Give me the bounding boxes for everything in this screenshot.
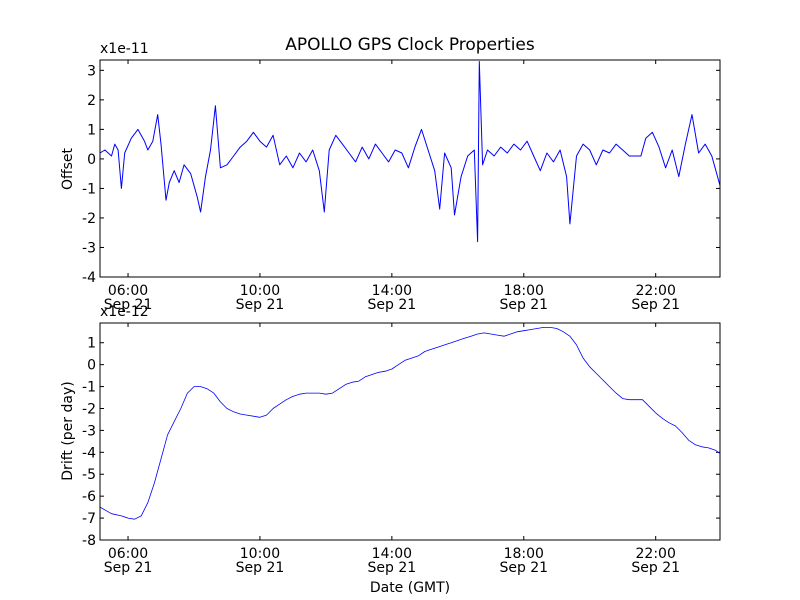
drift-xtick-date-label: Sep 21 bbox=[104, 560, 153, 576]
drift-ytick-label: -8 bbox=[82, 533, 96, 549]
drift-ytick-label: -5 bbox=[82, 467, 96, 483]
offset-xtick-time-label: 14:00 bbox=[372, 283, 412, 299]
drift-xtick-time-label: 14:00 bbox=[372, 546, 412, 562]
drift-ytick-label: 1 bbox=[87, 336, 96, 352]
offset-xtick-date-label: Sep 21 bbox=[368, 297, 417, 313]
drift-xtick-date-label: Sep 21 bbox=[499, 560, 548, 576]
offset-xtick-time-label: 10:00 bbox=[240, 283, 280, 299]
offset-xtick-date-label: Sep 21 bbox=[104, 297, 153, 313]
drift-xtick-date-label: Sep 21 bbox=[236, 560, 285, 576]
drift-ytick-label: -7 bbox=[82, 511, 96, 527]
offset-xtick-date-label: Sep 21 bbox=[499, 297, 548, 313]
drift-xtick-time-label: 10:00 bbox=[240, 546, 280, 562]
drift-plot-frame bbox=[99, 322, 721, 541]
drift-panel: x1e-12 Drift (per day) Date (GMT) -8 -7 -6… bbox=[60, 304, 721, 596]
drift-ytick-label: -1 bbox=[82, 380, 96, 396]
offset-ytick-label: -1 bbox=[82, 181, 96, 197]
drift-xtick-time-label: 18:00 bbox=[504, 546, 544, 562]
offset-xtick-time-label: 06:00 bbox=[108, 283, 148, 299]
offset-multiplier-label: x1e-11 bbox=[100, 41, 149, 57]
offset-xtick-date-label: Sep 21 bbox=[631, 297, 680, 313]
chart-title: APOLLO GPS Clock Properties bbox=[285, 35, 535, 55]
offset-plot-frame bbox=[99, 59, 721, 278]
offset-ytick-label: 2 bbox=[87, 93, 96, 109]
offset-xtick-time-label: 18:00 bbox=[504, 283, 544, 299]
offset-xtick-date-label: Sep 21 bbox=[236, 297, 285, 313]
drift-ytick-label: -2 bbox=[82, 401, 96, 417]
drift-multiplier-label: x1e-12 bbox=[100, 304, 149, 320]
drift-ytick-label: -3 bbox=[82, 423, 96, 439]
drift-y-axis-label: Drift (per day) bbox=[60, 381, 76, 480]
drift-x-axis-label: Date (GMT) bbox=[370, 580, 450, 596]
drift-xtick-time-label: 22:00 bbox=[636, 546, 676, 562]
offset-series bbox=[99, 61, 721, 243]
drift-ytick-label: -6 bbox=[82, 489, 96, 505]
offset-y-axis-label: Offset bbox=[60, 147, 76, 190]
offset-ytick-label: 1 bbox=[87, 122, 96, 138]
offset-xtick-time-label: 22:00 bbox=[636, 283, 676, 299]
offset-ytick-label: -2 bbox=[82, 211, 96, 227]
drift-xtick-date-label: Sep 21 bbox=[368, 560, 417, 576]
drift-ytick-label: -4 bbox=[82, 445, 96, 461]
drift-series-line bbox=[99, 326, 721, 520]
offset-ytick-label: -3 bbox=[82, 240, 96, 256]
drift-xtick-time-label: 06:00 bbox=[108, 546, 148, 562]
drift-xtick-date-label: Sep 21 bbox=[631, 560, 680, 576]
offset-ytick-label: 0 bbox=[87, 152, 96, 168]
offset-ytick-label: -4 bbox=[82, 270, 96, 286]
drift-ytick-label: 0 bbox=[87, 358, 96, 374]
drift-series bbox=[99, 326, 721, 520]
offset-ytick-label: 3 bbox=[87, 63, 96, 79]
offset-series-line bbox=[99, 61, 721, 243]
